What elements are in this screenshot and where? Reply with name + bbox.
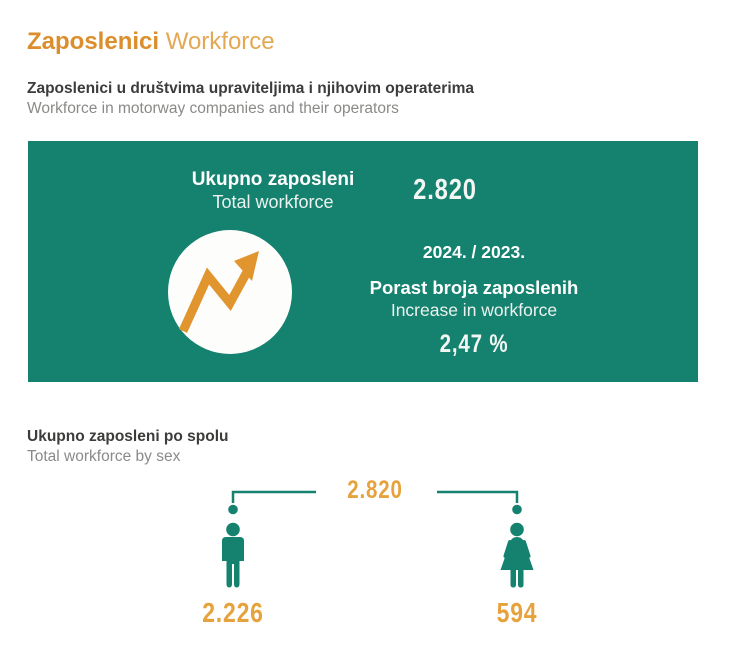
- trend-circle-background: [168, 230, 292, 354]
- workforce-summary-card: Ukupno zaposleni Total workforce 2.820 2…: [28, 141, 698, 382]
- increase-label-croatian: Porast broja zaposlenih: [369, 277, 579, 298]
- by-sex-diagram: [222, 490, 534, 588]
- page-subtitle: Zaposlenici u društvima upraviteljima i …: [27, 79, 474, 119]
- page-title-english: Workforce: [165, 28, 275, 55]
- total-workforce-label: Ukupno zaposleni Total workforce: [123, 168, 423, 213]
- by-sex-title-english: Total workforce by sex: [27, 448, 181, 465]
- connector-left-dot: [228, 504, 238, 515]
- page-title-croatian: Zaposlenici: [27, 28, 160, 55]
- trend-up-icon: [168, 230, 292, 354]
- workforce-increase-block: 2024. / 2023. Porast broja zaposlenih In…: [296, 242, 652, 359]
- male-count-value: 2.226: [202, 597, 264, 628]
- trend-arrowhead: [234, 251, 259, 281]
- male-icon: [222, 522, 244, 588]
- female-icon: [500, 522, 534, 588]
- page-title: Zaposlenici Workforce: [27, 28, 275, 56]
- connector-right: [437, 490, 522, 515]
- comparison-years: 2024. / 2023.: [422, 242, 526, 262]
- connector-right-dot: [512, 504, 522, 515]
- by-sex-total-value: 2.820: [347, 476, 403, 504]
- page-subtitle-english: Workforce in motorway companies and thei…: [27, 100, 399, 117]
- increase-percentage-value: 2,47 %: [439, 330, 509, 358]
- total-workforce-value: 2.820: [413, 174, 477, 206]
- trend-zigzag-line: [178, 267, 251, 333]
- increase-label-english: Increase in workforce: [390, 300, 558, 320]
- total-workforce-label-english: Total workforce: [212, 192, 334, 212]
- connector-left: [228, 490, 316, 515]
- total-workforce-label-croatian: Ukupno zaposleni: [191, 169, 355, 190]
- female-count-value: 594: [496, 597, 538, 628]
- by-sex-title-croatian: Ukupno zaposleni po spolu: [27, 428, 229, 445]
- by-sex-section-title: Ukupno zaposleni po spolu Total workforc…: [27, 427, 229, 467]
- page-subtitle-croatian: Zaposlenici u društvima upraviteljima i …: [27, 80, 475, 97]
